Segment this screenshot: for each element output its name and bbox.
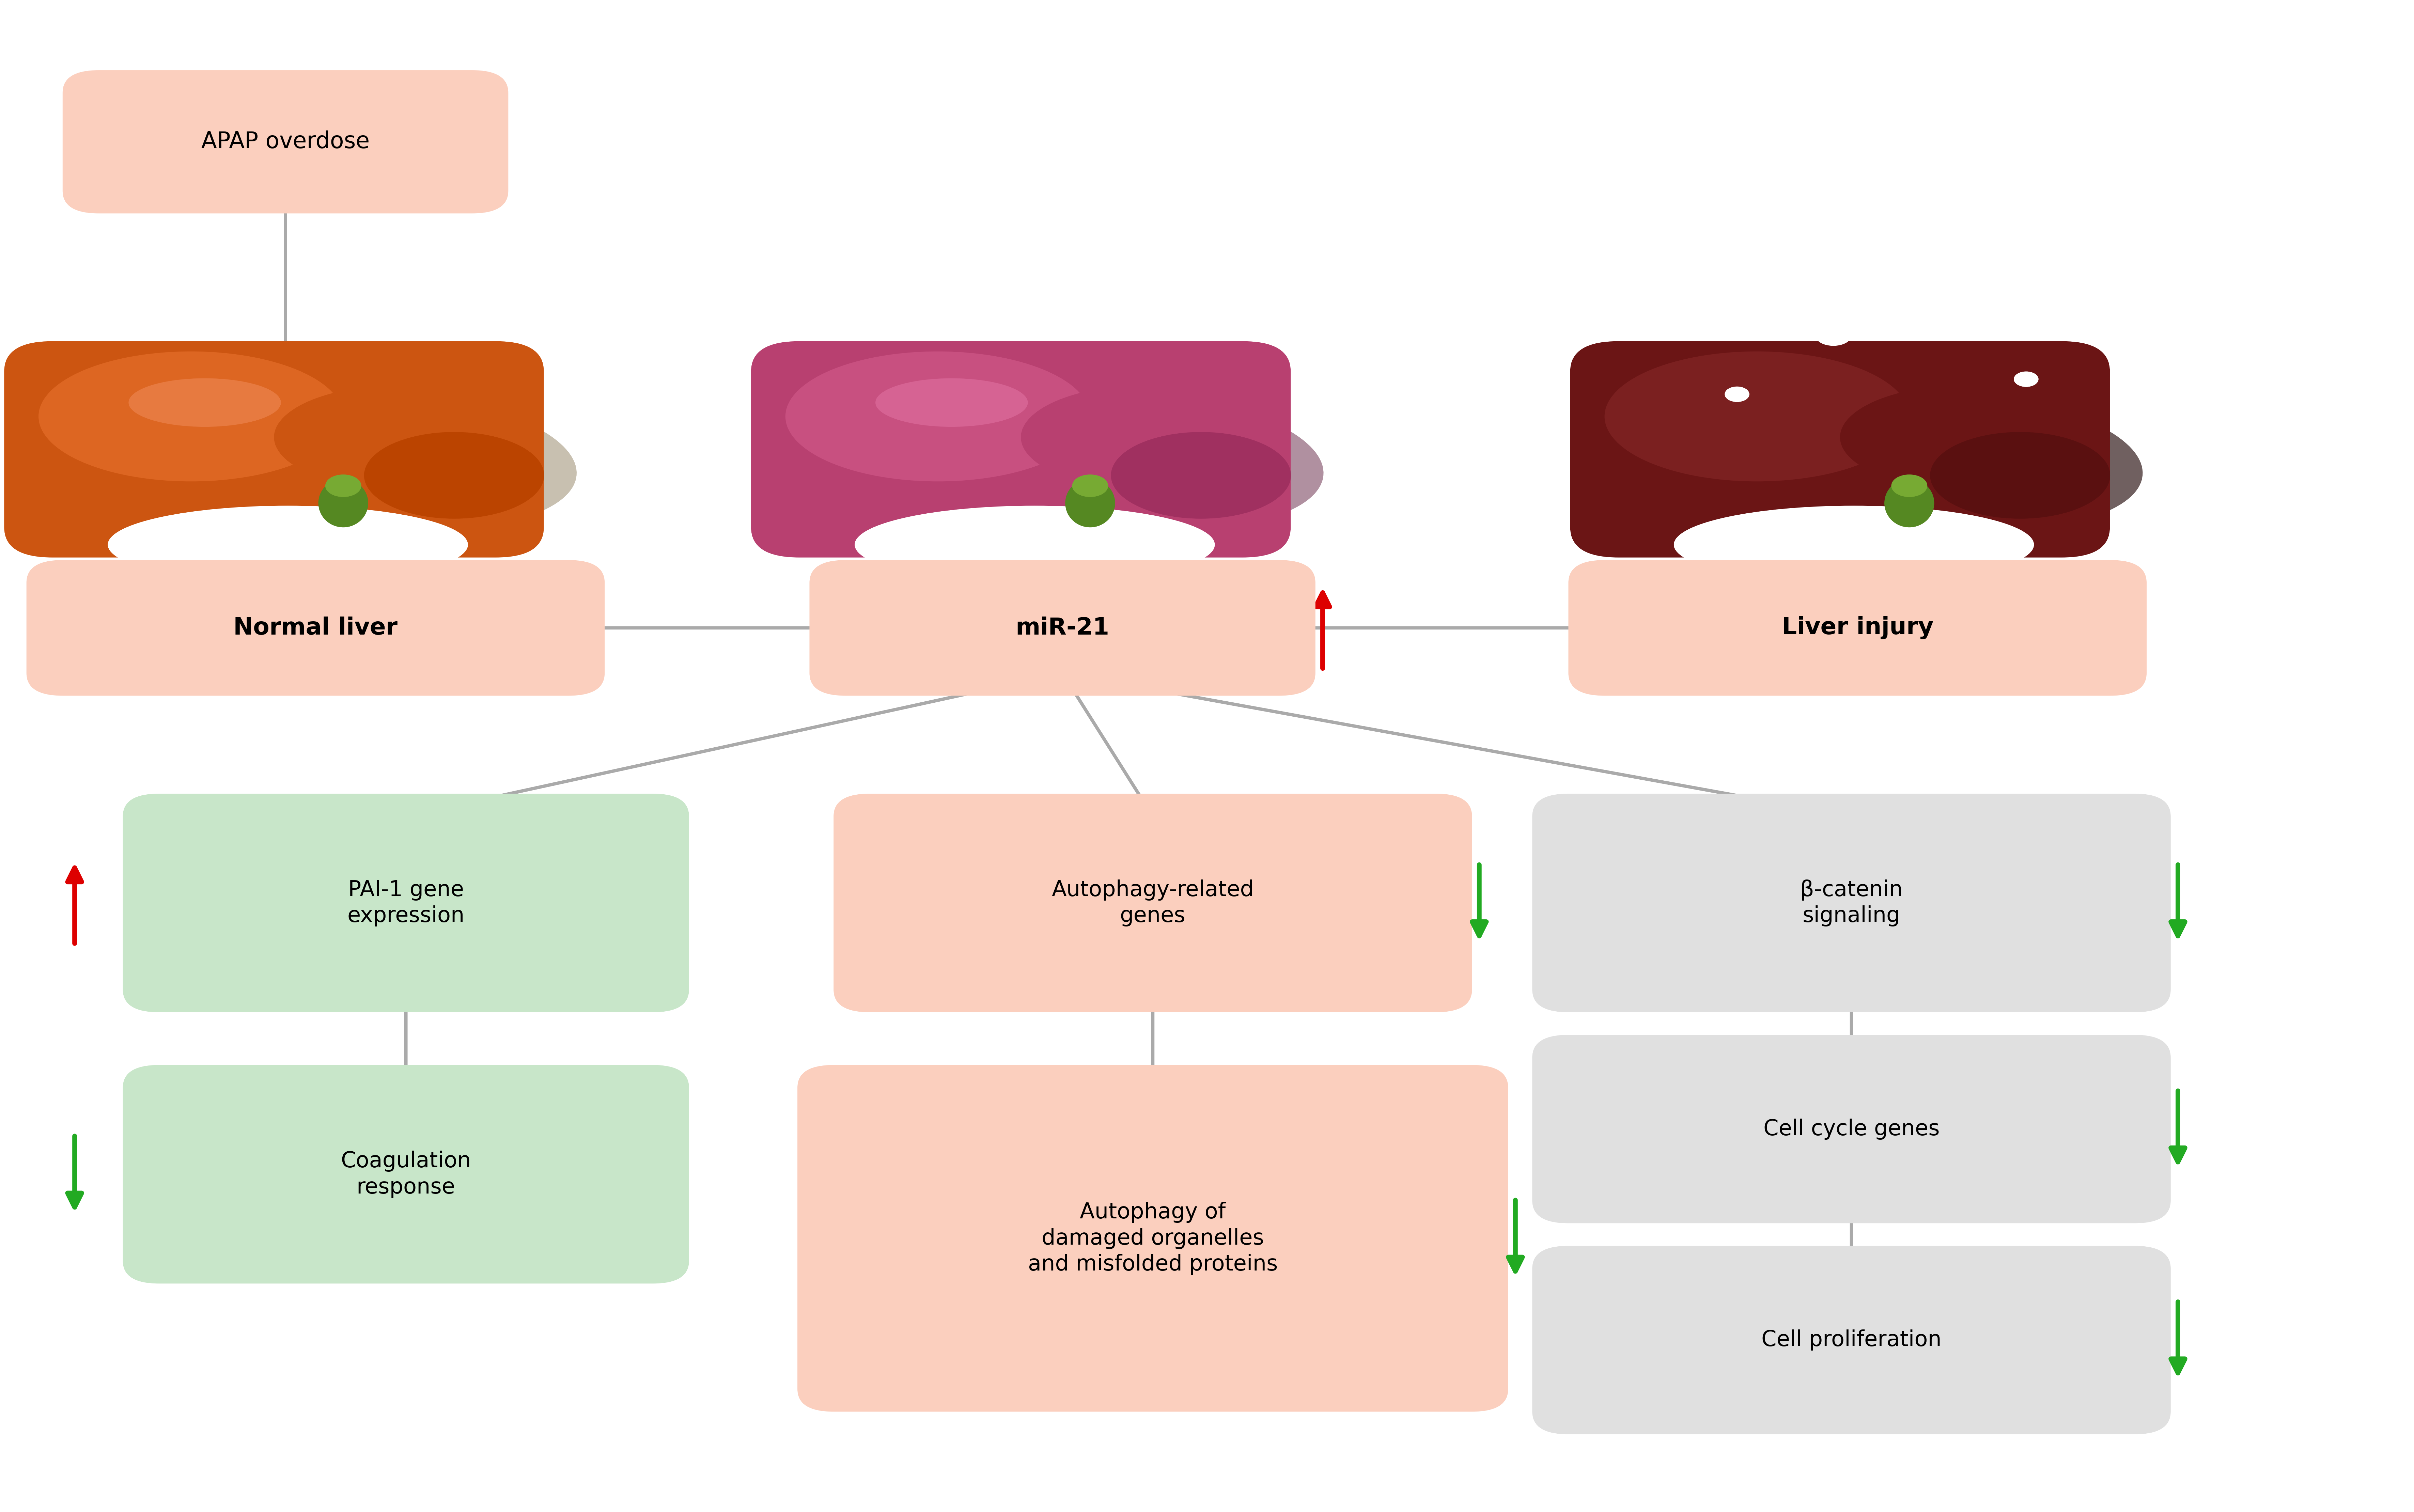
Ellipse shape (1748, 174, 1774, 192)
Ellipse shape (876, 378, 1028, 426)
FancyBboxPatch shape (1569, 342, 2110, 558)
Text: Autophagy of
damaged organelles
and misfolded proteins: Autophagy of damaged organelles and misf… (1028, 1202, 1277, 1275)
Ellipse shape (1963, 263, 1994, 284)
Ellipse shape (1815, 322, 1852, 346)
Ellipse shape (1943, 523, 1965, 537)
FancyBboxPatch shape (1569, 559, 2146, 696)
Ellipse shape (1885, 479, 1934, 528)
FancyBboxPatch shape (123, 1064, 688, 1284)
Ellipse shape (1724, 387, 1750, 402)
Ellipse shape (1072, 475, 1108, 497)
Ellipse shape (1021, 386, 1270, 490)
Ellipse shape (1065, 479, 1115, 528)
Ellipse shape (785, 351, 1091, 481)
Ellipse shape (1839, 386, 2091, 490)
Ellipse shape (1110, 432, 1291, 519)
Text: Coagulation
response: Coagulation response (340, 1151, 471, 1198)
Text: Cell cycle genes: Cell cycle genes (1762, 1119, 1938, 1140)
FancyBboxPatch shape (833, 794, 1473, 1012)
Ellipse shape (1813, 396, 2144, 529)
Text: Cell proliferation: Cell proliferation (1762, 1329, 1941, 1350)
Ellipse shape (275, 386, 524, 490)
Ellipse shape (319, 479, 369, 528)
Text: Liver injury: Liver injury (1782, 617, 1934, 640)
FancyBboxPatch shape (1533, 1034, 2170, 1223)
Ellipse shape (246, 396, 577, 529)
Text: miR-21: miR-21 (1016, 617, 1110, 640)
Ellipse shape (2013, 372, 2037, 387)
Ellipse shape (128, 378, 280, 426)
FancyBboxPatch shape (63, 70, 509, 213)
Ellipse shape (1888, 112, 1924, 133)
FancyBboxPatch shape (5, 342, 543, 558)
FancyBboxPatch shape (1533, 1246, 2170, 1435)
Ellipse shape (109, 505, 468, 584)
Text: Normal liver: Normal liver (234, 617, 398, 640)
Ellipse shape (1605, 351, 1909, 481)
Text: APAP overdose: APAP overdose (200, 130, 369, 153)
Ellipse shape (1767, 564, 1803, 587)
FancyBboxPatch shape (797, 1064, 1509, 1412)
Text: PAI-1 gene
expression: PAI-1 gene expression (348, 880, 463, 927)
Ellipse shape (326, 475, 362, 497)
Ellipse shape (39, 351, 343, 481)
Ellipse shape (995, 396, 1323, 529)
Text: Autophagy-related
genes: Autophagy-related genes (1053, 880, 1253, 927)
FancyBboxPatch shape (27, 559, 604, 696)
Ellipse shape (855, 505, 1214, 584)
FancyBboxPatch shape (809, 559, 1316, 696)
Ellipse shape (365, 432, 543, 519)
FancyBboxPatch shape (1533, 794, 2170, 1012)
FancyBboxPatch shape (751, 342, 1291, 558)
Ellipse shape (1673, 505, 2035, 584)
Text: β-catenin
signaling: β-catenin signaling (1801, 880, 1902, 927)
FancyBboxPatch shape (123, 794, 688, 1012)
Ellipse shape (1890, 475, 1926, 497)
Ellipse shape (1931, 432, 2110, 519)
